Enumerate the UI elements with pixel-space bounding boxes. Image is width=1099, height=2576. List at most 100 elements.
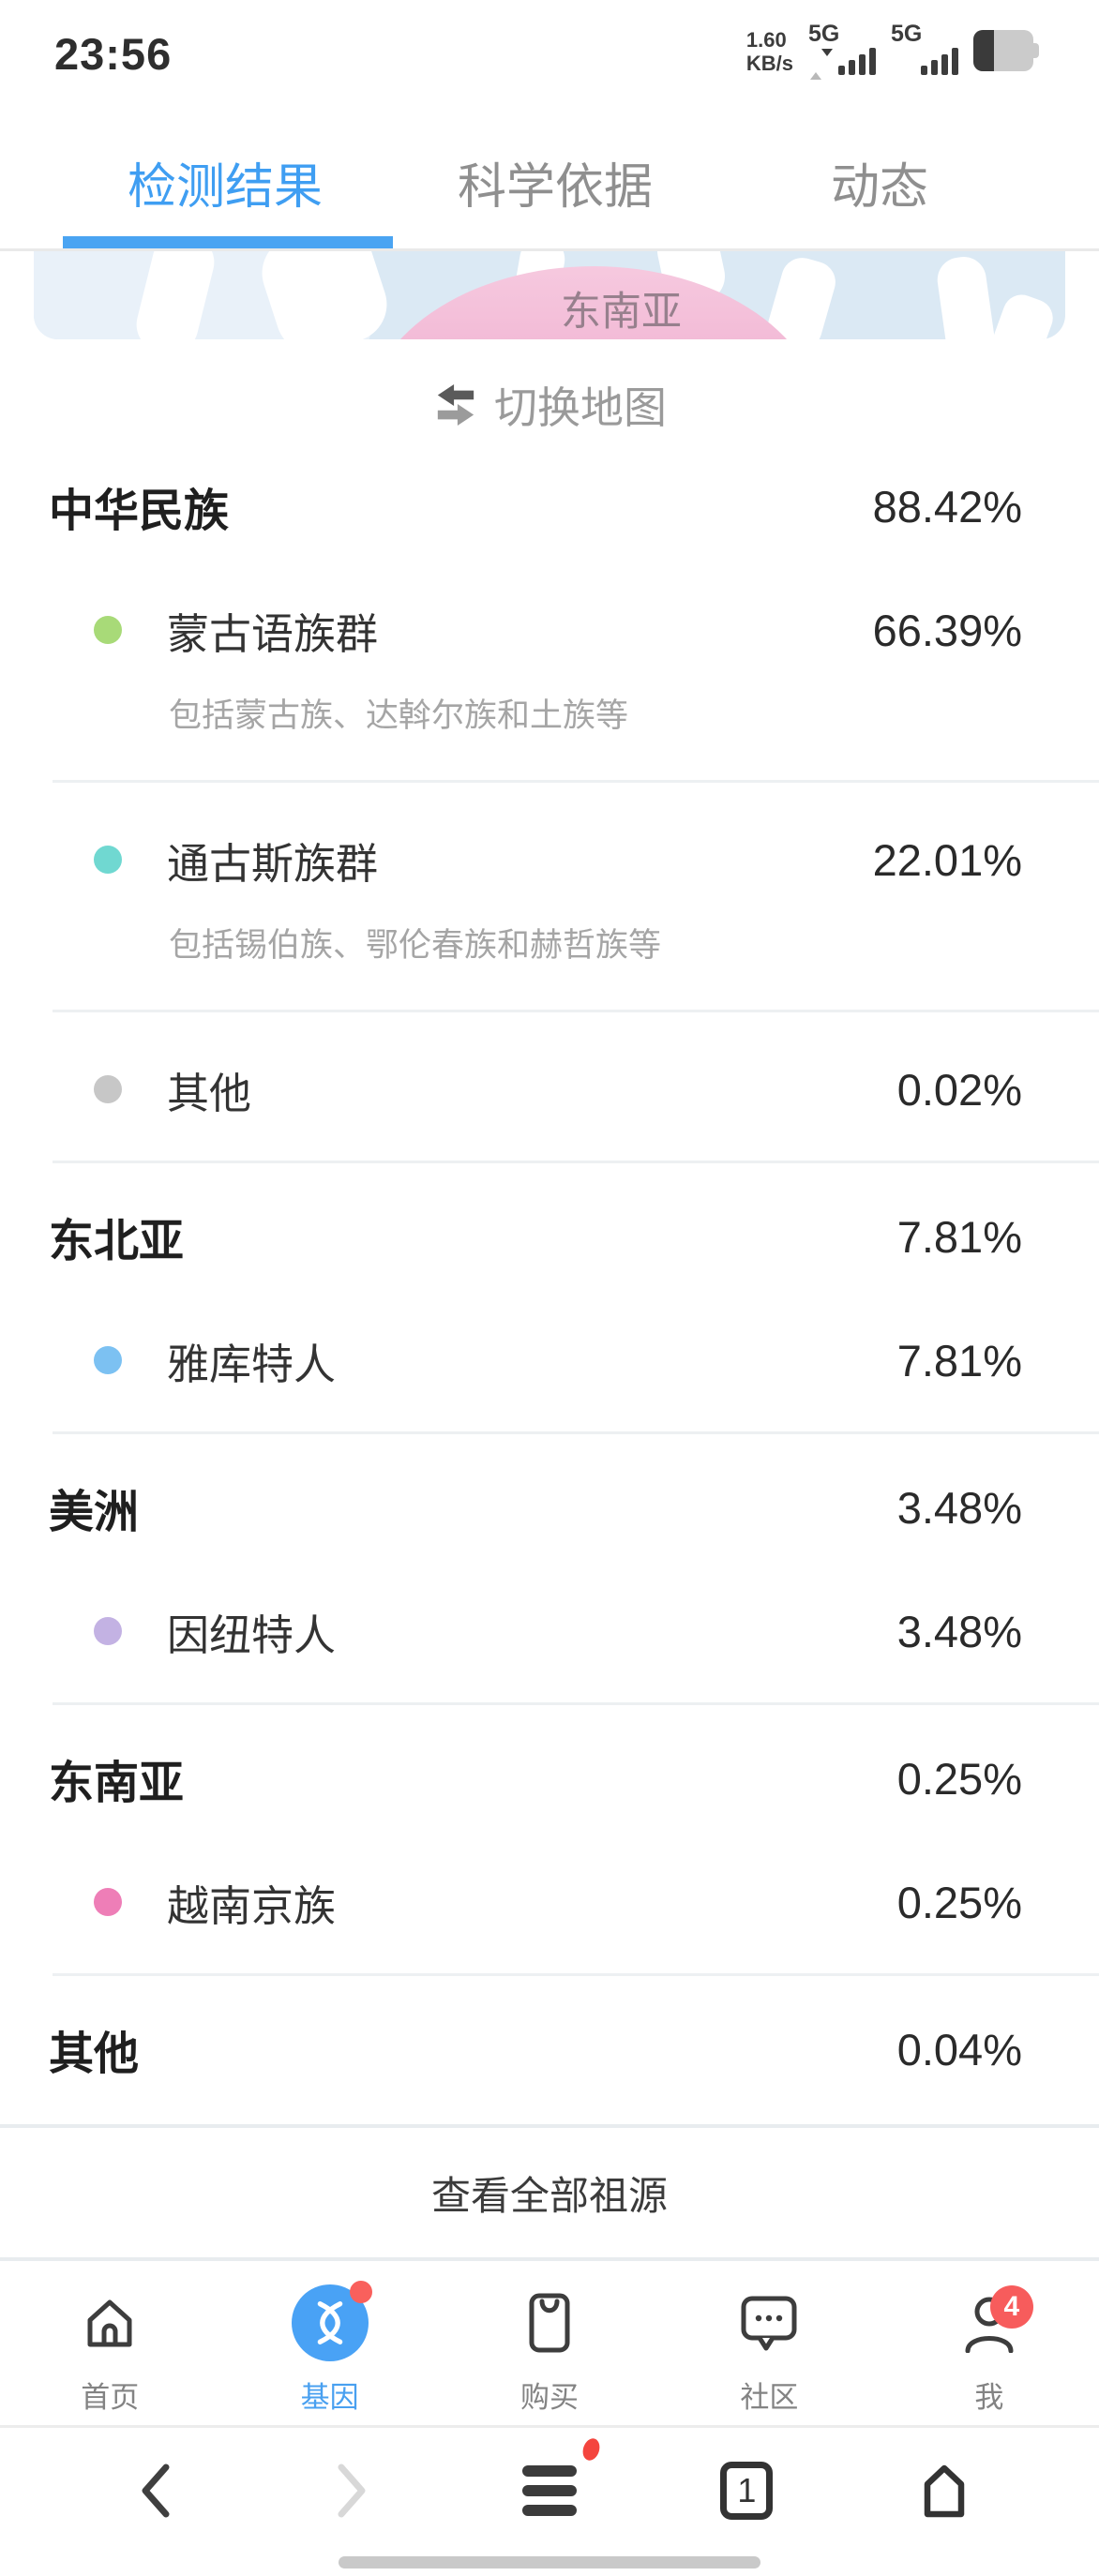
sub-name: 因纽特人 — [167, 1610, 337, 1659]
group-name: 美洲 — [49, 1488, 140, 1537]
notification-dot — [580, 2435, 603, 2464]
switch-map-label: 切换地图 — [494, 383, 667, 432]
nav-tabs-button[interactable]: 1 — [648, 2462, 845, 2520]
notification-dot — [349, 2281, 372, 2303]
signal-sim2-icon: 5G — [891, 21, 958, 79]
legend-dot — [94, 846, 122, 874]
group-name: 其他 — [49, 2029, 140, 2079]
tab-scientific-basis[interactable]: 科学依据 — [458, 159, 654, 215]
divider — [0, 2257, 1099, 2261]
sub-percent: 3.48% — [896, 1606, 1022, 1656]
clock: 23:56 — [54, 29, 173, 79]
nav-label: 购买 — [520, 2381, 580, 2414]
divider — [53, 1431, 1099, 1434]
net-speed-value: 1.60 — [745, 28, 787, 52]
sub-percent: 0.25% — [896, 1877, 1022, 1927]
ancestry-sub-row[interactable]: 通古斯族群 22.01% — [0, 815, 1099, 905]
group-name: 东南亚 — [49, 1759, 185, 1808]
sub-description: 包括蒙古族、达斡尔族和土族等 — [169, 696, 629, 734]
shopping-bag-icon — [529, 2293, 570, 2353]
nav-label: 我 — [974, 2381, 1004, 2414]
tab-count: 1 — [720, 2462, 774, 2520]
nav-menu-button[interactable] — [451, 2435, 648, 2524]
status-bar: 23:56 1.60 KB/s 5G 5G — [0, 0, 1099, 112]
sub-name: 雅库特人 — [167, 1340, 337, 1388]
forward-icon — [338, 2464, 366, 2518]
data-activity-icon — [810, 49, 833, 80]
divider — [0, 248, 1099, 251]
battery-icon — [973, 30, 1041, 71]
active-tab-underline — [63, 236, 393, 248]
net-speed-unit: KB/s — [745, 52, 793, 75]
nav-back-button[interactable] — [56, 2462, 253, 2520]
sub-name: 越南京族 — [167, 1881, 337, 1930]
nav-label: 基因 — [300, 2381, 359, 2414]
ancestry-sub-row[interactable]: 其他 0.02% — [0, 1044, 1099, 1134]
signal-sim1-icon: 5G — [808, 21, 876, 80]
ancestry-sub-row[interactable]: 因纽特人 3.48% — [0, 1586, 1099, 1676]
chat-bubble-icon — [741, 2296, 797, 2351]
sub-percent: 22.01% — [872, 834, 1022, 885]
nav-label: 社区 — [740, 2381, 799, 2414]
switch-map-button[interactable]: 切换地图 — [0, 358, 1099, 452]
ancestry-map[interactable]: 东南亚 — [34, 251, 1065, 339]
network-speed: 1.60 KB/s — [746, 28, 793, 79]
legend-dot — [94, 1888, 122, 1916]
view-all-ancestry-button[interactable]: 查看全部祖源 — [430, 2173, 668, 2218]
divider — [0, 2124, 1099, 2128]
group-percent: 88.42% — [872, 481, 1022, 532]
group-name: 东北亚 — [49, 1217, 185, 1266]
sub-name: 其他 — [167, 1069, 252, 1117]
map-landmass — [934, 253, 998, 339]
ancestry-group-row[interactable]: 东南亚 0.25% — [0, 1733, 1099, 1823]
sub-name: 蒙古语族群 — [167, 609, 379, 658]
me-badge: 4 — [989, 2285, 1033, 2329]
tab-test-results[interactable]: 检测结果 — [128, 159, 324, 215]
ancestry-list: 中华民族 88.42% 蒙古语族群 66.39% 包括蒙古族、达斡尔族和土族等 … — [0, 461, 1099, 2261]
ancestry-group-row[interactable]: 东北亚 7.81% — [0, 1191, 1099, 1281]
ancestry-group-row[interactable]: 美洲 3.48% — [0, 1462, 1099, 1552]
tab-bar: 检测结果 科学依据 动态 — [0, 112, 1099, 251]
nav-forward-button[interactable] — [253, 2462, 450, 2520]
map-region-label: 东南亚 — [561, 290, 682, 335]
group-percent: 7.81% — [896, 1211, 1022, 1262]
dna-icon — [291, 2281, 372, 2361]
ancestry-sub-row[interactable]: 蒙古语族群 66.39% — [0, 585, 1099, 675]
legend-dot — [94, 1617, 122, 1645]
nav-item-community[interactable]: 社区 — [659, 2276, 879, 2425]
ancestry-group-row[interactable]: 其他 0.04% — [0, 2004, 1099, 2094]
nav-item-home[interactable]: 首页 — [0, 2276, 219, 2425]
legend-dot — [94, 1346, 122, 1374]
back-icon — [142, 2464, 170, 2518]
android-home-icon — [924, 2464, 965, 2518]
nav-label: 首页 — [81, 2381, 140, 2414]
divider — [53, 1702, 1099, 1705]
menu-icon — [522, 2435, 603, 2524]
tab-updates[interactable]: 动态 — [831, 159, 929, 215]
person-icon: 4 — [960, 2285, 1033, 2353]
home-indicator[interactable] — [339, 2556, 760, 2569]
map-landmass — [762, 252, 841, 339]
android-nav-bar: 1 — [0, 2428, 1099, 2576]
sub-percent: 7.81% — [896, 1335, 1022, 1385]
status-indicators: 1.60 KB/s 5G 5G — [746, 21, 1041, 80]
divider — [53, 1973, 1099, 1976]
nav-item-me[interactable]: 4 我 — [880, 2276, 1099, 2425]
nav-item-shop[interactable]: 购买 — [440, 2276, 659, 2425]
bottom-nav: 首页 基因 购买 — [0, 2261, 1099, 2428]
swap-arrows-icon — [437, 383, 474, 427]
legend-dot — [94, 616, 122, 644]
nav-item-gene[interactable]: 基因 — [219, 2276, 439, 2425]
map-landmass — [987, 289, 1059, 339]
group-percent: 0.25% — [896, 1753, 1022, 1804]
legend-dot — [94, 1075, 122, 1103]
group-percent: 0.04% — [896, 2024, 1022, 2074]
ancestry-sub-row[interactable]: 雅库特人 7.81% — [0, 1315, 1099, 1405]
ancestry-group-row[interactable]: 中华民族 88.42% — [0, 461, 1099, 551]
sub-percent: 0.02% — [896, 1064, 1022, 1115]
divider — [53, 1161, 1099, 1163]
group-name: 中华民族 — [49, 487, 230, 536]
nav-home-button[interactable] — [846, 2462, 1043, 2520]
ancestry-sub-row[interactable]: 越南京族 0.25% — [0, 1857, 1099, 1947]
